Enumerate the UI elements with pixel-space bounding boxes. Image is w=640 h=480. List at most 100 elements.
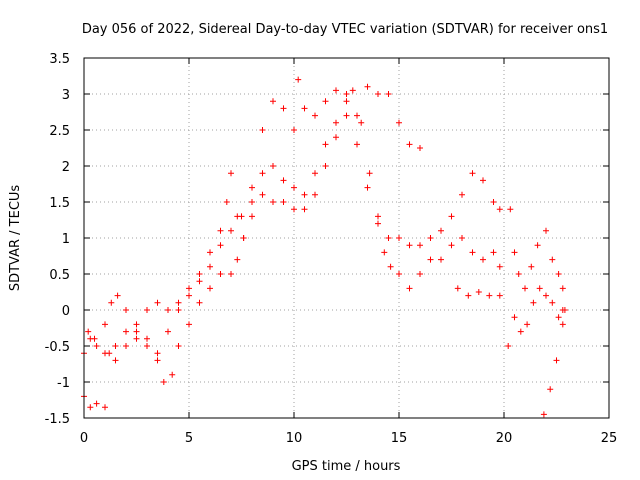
data-point	[396, 119, 402, 126]
data-point	[240, 235, 247, 241]
data-point	[301, 191, 308, 198]
x-tick-label: 0	[80, 431, 88, 446]
series-track-2	[81, 87, 503, 411]
grid	[84, 58, 609, 418]
data-point	[543, 227, 549, 234]
data-point	[133, 321, 140, 328]
data-point	[490, 199, 497, 205]
plot-frame	[83, 57, 610, 419]
data-point	[530, 299, 537, 306]
data-point	[270, 199, 276, 205]
data-point	[93, 343, 100, 349]
data-point	[385, 235, 392, 241]
data-point	[448, 213, 455, 220]
data-point	[555, 314, 562, 321]
data-point	[186, 321, 192, 328]
data-point	[165, 307, 171, 313]
data-point	[454, 285, 461, 292]
data-point	[123, 343, 129, 349]
data-point	[112, 343, 119, 349]
data-point	[553, 357, 560, 364]
data-point	[228, 271, 234, 277]
data-point	[291, 184, 297, 191]
data-point	[295, 76, 302, 83]
data-point	[154, 357, 161, 364]
data-point	[354, 112, 360, 119]
data-point	[364, 184, 371, 191]
data-point	[280, 105, 287, 112]
data-point	[186, 285, 192, 292]
data-point	[343, 112, 350, 119]
data-point	[301, 206, 308, 213]
data-point	[333, 119, 339, 126]
data-point	[555, 271, 562, 277]
y-tick-label: 3.5	[49, 52, 70, 67]
x-tick-label: 5	[185, 431, 193, 446]
data-point	[291, 127, 297, 133]
y-tick-label: 1.5	[49, 196, 70, 211]
data-point	[133, 335, 140, 342]
data-point	[175, 299, 182, 306]
data-point	[102, 321, 108, 328]
x-tick-label: 15	[391, 431, 408, 446]
y-tick-label: -1	[57, 376, 70, 391]
data-point	[343, 91, 350, 97]
data-point	[291, 206, 297, 213]
series-track-4	[364, 83, 423, 151]
data-point	[312, 191, 318, 198]
data-point	[144, 335, 150, 342]
y-axis-label: SDTVAR / TECUs	[8, 185, 23, 292]
axis-ticks: 0 5 10 15 20 25 -1.5 -1 -0.5 0 0.5 1 1.5 2 2.5 3 3.5	[45, 52, 618, 446]
data-point	[270, 98, 276, 105]
data-point	[459, 191, 465, 198]
data-point	[396, 271, 402, 277]
x-tick-label: 10	[286, 431, 303, 446]
data-point	[528, 263, 535, 270]
data-point	[465, 292, 472, 299]
data-point	[259, 170, 266, 177]
y-tick-label: -1.5	[45, 412, 70, 427]
data-point	[417, 271, 423, 277]
data-point	[534, 242, 541, 249]
data-point	[333, 87, 339, 94]
data-point	[207, 263, 213, 270]
data-point	[160, 379, 167, 385]
y-tick-label: 2	[62, 160, 70, 175]
data-point	[507, 206, 514, 213]
data-point	[312, 170, 318, 177]
data-point	[123, 307, 129, 313]
data-point	[522, 285, 528, 292]
data-point	[175, 343, 182, 349]
data-point	[524, 321, 531, 328]
data-point	[469, 170, 476, 177]
data-point	[175, 307, 182, 313]
data-point	[144, 307, 150, 313]
data-point	[259, 127, 266, 133]
data-point	[540, 411, 547, 418]
data-point	[169, 371, 176, 378]
y-tick-label: -0.5	[45, 340, 70, 355]
data-point	[249, 199, 255, 205]
data-point	[511, 249, 518, 256]
data-point	[448, 242, 455, 249]
data-point	[406, 285, 413, 292]
data-point	[144, 343, 150, 349]
data-point	[496, 263, 503, 270]
data-point	[496, 292, 503, 299]
x-tick-label: 25	[601, 431, 618, 446]
data-point	[207, 249, 213, 256]
data-point	[133, 328, 140, 335]
data-point	[375, 220, 381, 227]
data-point	[543, 292, 549, 299]
x-axis-label: GPS time / hours	[292, 459, 401, 474]
data-point	[217, 242, 224, 249]
series-track-6	[507, 206, 566, 292]
data-point	[343, 98, 350, 105]
data-point	[207, 285, 213, 292]
data-point	[438, 227, 444, 234]
data-point	[417, 145, 423, 151]
data-point	[196, 278, 203, 285]
data-point	[114, 292, 121, 299]
data-point	[375, 91, 381, 97]
